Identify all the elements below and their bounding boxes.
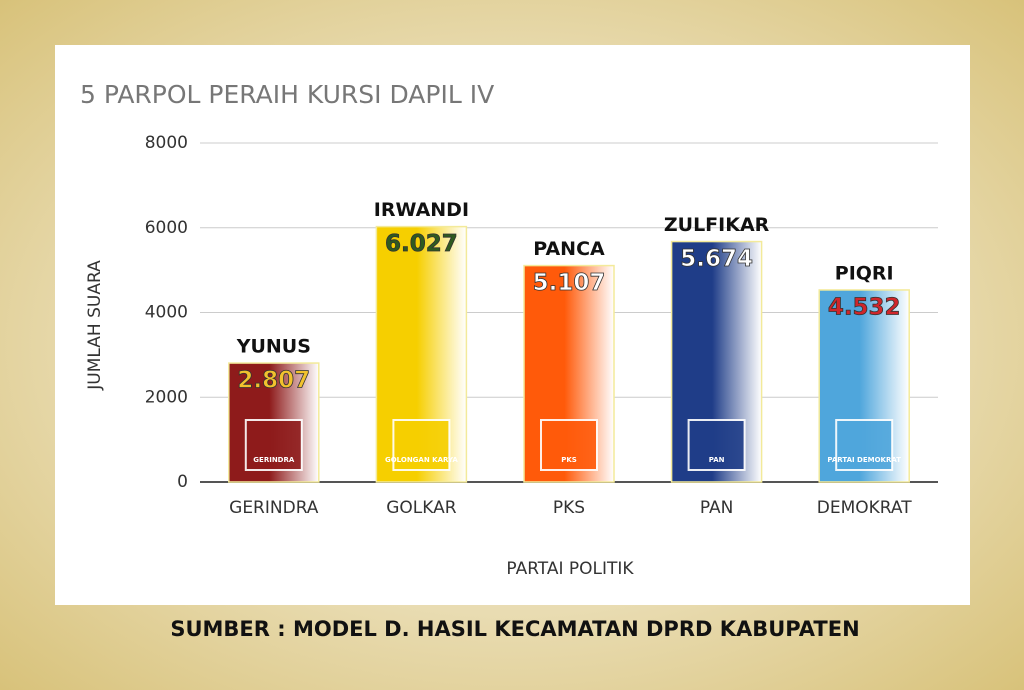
party-logo [392, 419, 451, 471]
value-label: 5.674 [680, 246, 753, 272]
y-tick-label: 8000 [145, 133, 188, 153]
candidate-name: ZULFIKAR [664, 214, 770, 236]
logo-text: PKS [561, 456, 577, 464]
party-logo [687, 419, 746, 471]
y-tick-label: 6000 [145, 218, 188, 238]
x-axis-label: PARTAI POLITIK [506, 559, 634, 579]
x-tick-label: PKS [553, 498, 585, 518]
y-tick-label: 4000 [145, 303, 188, 323]
party-logo [244, 419, 303, 471]
logo-text: PARTAI DEMOKRAT [827, 456, 901, 464]
value-label: 6.027 [385, 231, 458, 257]
chart-panel [55, 45, 970, 605]
candidate-name: PANCA [533, 238, 605, 260]
y-axis-label: JUMLAH SUARA [85, 260, 105, 391]
candidate-name: PIQRI [835, 262, 894, 284]
party-logo [835, 419, 894, 471]
value-label: 5.107 [533, 270, 606, 296]
logo-text: GERINDRA [253, 456, 295, 464]
logo-text: GOLONGAN KARYA [385, 456, 458, 464]
value-label: 2.807 [237, 368, 310, 394]
y-tick-label: 2000 [145, 387, 188, 407]
candidate-name: YUNUS [236, 336, 311, 358]
x-tick-label: DEMOKRAT [817, 498, 912, 518]
logo-text: PAN [709, 456, 725, 464]
candidate-name: IRWANDI [374, 199, 469, 221]
chart-title: 5 PARPOL PERAIH KURSI DAPIL IV [80, 80, 494, 109]
value-label: 4.532 [828, 294, 901, 320]
x-tick-label: GERINDRA [229, 498, 319, 518]
party-logo [540, 419, 598, 471]
y-tick-label: 0 [177, 472, 188, 492]
source-note: SUMBER : MODEL D. HASIL KECAMATAN DPRD K… [170, 617, 859, 641]
x-tick-label: GOLKAR [386, 498, 457, 518]
x-tick-label: PAN [700, 498, 734, 518]
